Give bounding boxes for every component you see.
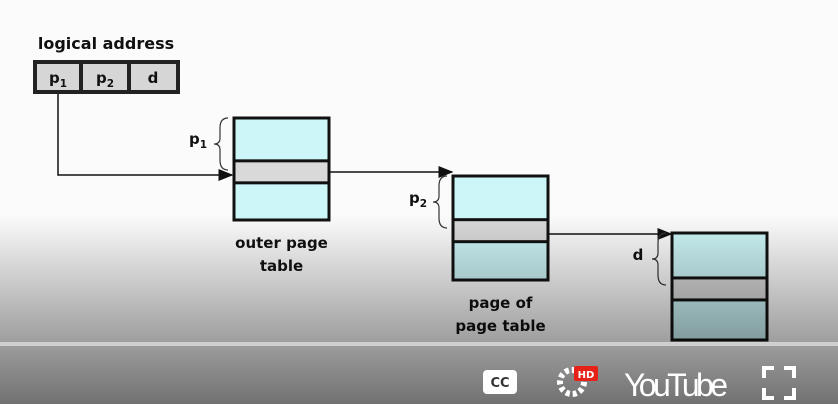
youtube-logo[interactable]: YouTube (624, 367, 728, 403)
table-entry (232, 159, 331, 185)
brace (213, 117, 229, 171)
progress-bar[interactable] (0, 342, 838, 346)
address-cell (83, 64, 127, 90)
player-shade (0, 215, 838, 404)
label-subscript: 1 (60, 78, 67, 90)
settings-button[interactable]: HD (557, 366, 598, 397)
hd-label: HD (578, 370, 595, 381)
label-main: p (96, 69, 107, 87)
label: d (148, 69, 159, 87)
gear-icon (557, 367, 587, 397)
label-subscript: 2 (420, 198, 427, 210)
hd-badge (574, 366, 598, 381)
arrow (57, 94, 234, 181)
label-main: p (409, 189, 420, 207)
address-cell (131, 64, 176, 90)
address-cell (37, 64, 79, 90)
cc-button[interactable]: CC (483, 370, 517, 394)
label-subscript: 2 (107, 78, 114, 90)
cc-label: CC (490, 376, 509, 391)
label-main: d (148, 69, 159, 87)
address-title: logical address (38, 34, 174, 53)
label-main: p (189, 130, 200, 148)
label: p2 (409, 189, 427, 210)
label: p2 (96, 69, 114, 90)
cc-icon (483, 370, 517, 394)
label-subscript: 1 (200, 139, 207, 151)
label: p1 (49, 69, 67, 90)
label-main: p (49, 69, 60, 87)
fullscreen-button[interactable] (762, 366, 796, 400)
logical-address: p1 p2 d (33, 60, 180, 94)
label: p1 (189, 130, 207, 151)
